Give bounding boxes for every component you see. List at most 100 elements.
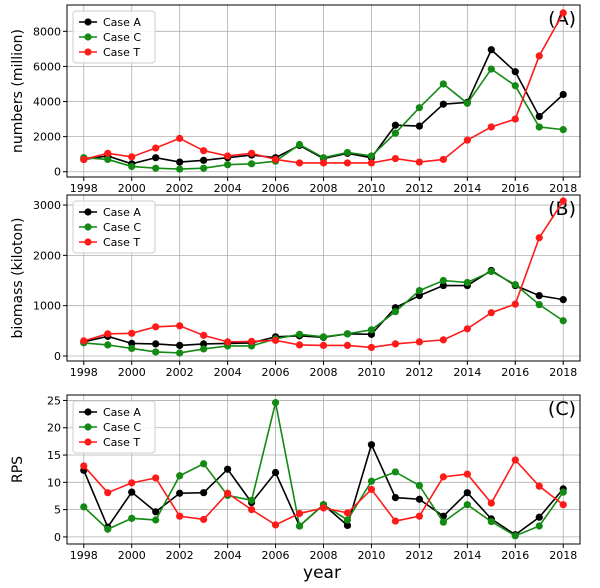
data-point	[535, 301, 543, 309]
data-point	[511, 82, 519, 90]
data-point	[343, 148, 352, 157]
data-point	[343, 159, 352, 167]
data-point	[415, 122, 423, 130]
data-point	[128, 153, 136, 161]
x-tick-label: 2008	[310, 549, 338, 562]
legend: Case A Case C Case T	[72, 200, 156, 254]
data-point	[367, 326, 376, 334]
data-point	[367, 441, 376, 449]
data-point	[319, 341, 328, 350]
data-point	[200, 164, 208, 172]
data-point	[511, 115, 519, 123]
data-point	[487, 65, 495, 73]
panel-1: 1998 2000 2002 2004 2006 2008 2010 2012 2014 2016…	[10, 4, 581, 195]
data-point	[128, 488, 136, 496]
data-point	[535, 123, 543, 131]
data-point	[487, 267, 495, 276]
x-tick-label: 2004	[214, 182, 242, 195]
data-point	[176, 341, 184, 350]
x-tick-label: 2012	[405, 366, 433, 379]
data-point	[343, 330, 352, 338]
x-tick-label: 2006	[262, 182, 290, 195]
legend-swatch-marker	[84, 223, 92, 231]
x-tick-label: 2000	[118, 182, 146, 195]
data-point	[247, 506, 256, 514]
data-point	[295, 330, 304, 338]
data-point	[247, 149, 256, 157]
data-point	[559, 9, 567, 17]
data-point	[391, 517, 400, 525]
data-point	[224, 489, 232, 497]
series-case-c	[80, 267, 567, 357]
data-point	[295, 140, 304, 149]
data-point	[415, 286, 423, 295]
data-point	[271, 468, 280, 477]
data-point	[319, 154, 328, 162]
y-tick-label: 10	[47, 476, 61, 489]
legend-swatch-marker	[84, 438, 92, 446]
data-point	[200, 156, 208, 164]
data-point	[247, 160, 256, 168]
data-point	[415, 495, 423, 503]
data-point	[535, 112, 543, 121]
x-tick-label: 2016	[501, 366, 529, 379]
data-point	[176, 134, 184, 142]
data-point	[224, 465, 232, 473]
data-point	[343, 521, 352, 530]
data-point	[487, 518, 495, 526]
data-point	[176, 158, 184, 166]
x-tick-label: 2010	[357, 366, 385, 379]
data-point	[224, 338, 232, 346]
y-tick-label: 2000	[33, 131, 61, 144]
data-point	[176, 489, 184, 497]
y-tick-label: 6000	[33, 60, 61, 73]
data-point	[271, 336, 280, 344]
data-point	[559, 317, 567, 325]
data-point	[415, 482, 423, 490]
data-point	[559, 501, 567, 509]
data-point	[391, 121, 400, 129]
data-point	[152, 144, 160, 152]
data-point	[295, 509, 304, 518]
data-point	[128, 344, 136, 353]
data-point	[391, 340, 400, 348]
y-tick-label: 3000	[33, 199, 61, 212]
legend-swatch-marker	[84, 48, 92, 56]
x-tick-label: 2008	[310, 182, 338, 195]
data-point	[80, 503, 88, 511]
panel-label: (A)	[548, 8, 576, 30]
data-point	[152, 474, 160, 482]
data-point	[463, 325, 471, 333]
y-tick-label: 2000	[33, 249, 61, 262]
data-point	[271, 155, 280, 164]
data-point	[367, 477, 376, 485]
data-point	[463, 489, 471, 497]
data-point	[367, 152, 376, 160]
data-point	[104, 525, 112, 533]
data-point	[415, 292, 423, 300]
data-point	[535, 52, 543, 60]
data-point	[415, 338, 423, 346]
x-tick-label: 2008	[310, 366, 338, 379]
y-tick-label: 0	[54, 531, 61, 544]
data-point	[104, 155, 112, 164]
x-tick-label: 2000	[118, 549, 146, 562]
panel-label: (C)	[548, 398, 576, 420]
data-point	[535, 292, 543, 300]
x-tick-label: 2018	[549, 366, 577, 379]
data-point	[128, 162, 136, 171]
y-axis-label: RPS	[10, 456, 26, 483]
data-point	[511, 300, 519, 308]
data-point	[200, 340, 208, 348]
data-point	[152, 508, 160, 516]
data-point	[128, 339, 136, 347]
legend-label: Case T	[103, 236, 140, 249]
x-tick-label: 2014	[453, 182, 481, 195]
x-tick-label: 2002	[166, 549, 194, 562]
data-point	[367, 485, 376, 494]
data-point	[511, 532, 519, 540]
data-point	[391, 129, 400, 137]
legend-label: Case A	[103, 406, 141, 419]
data-point	[176, 165, 184, 173]
